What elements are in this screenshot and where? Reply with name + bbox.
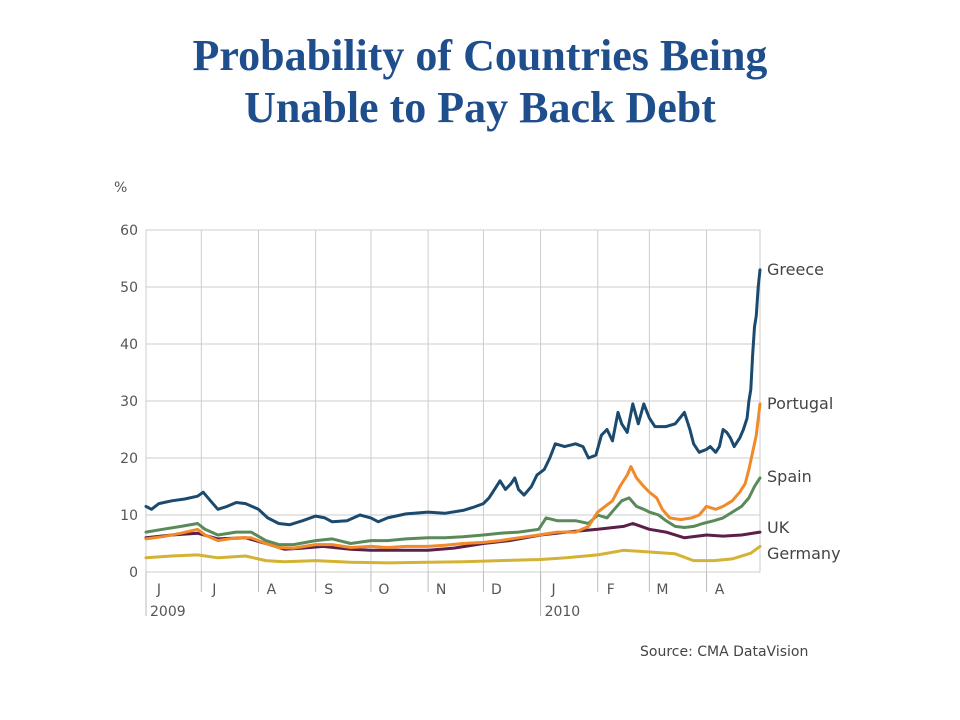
- y-tick-label: 10: [120, 508, 138, 524]
- y-tick-label: 30: [120, 394, 138, 410]
- series-line-spain: [144, 476, 762, 547]
- x-tick-label: S: [324, 582, 333, 598]
- x-tick-label: J: [551, 582, 556, 598]
- y-tick-label: 0: [129, 565, 138, 581]
- series-label-uk: UK: [767, 518, 790, 537]
- x-tick-label: A: [715, 582, 725, 598]
- y-tick-label: 60: [120, 223, 138, 239]
- x-tick-label: M: [656, 582, 668, 598]
- y-tick-label: 50: [120, 280, 138, 296]
- x-tick-label: O: [378, 582, 389, 598]
- series-line-greece: [144, 268, 762, 527]
- y-unit-label: %: [114, 180, 127, 196]
- x-year-label: 2010: [545, 604, 581, 620]
- x-year-label: 2009: [150, 604, 186, 620]
- x-tick-label: J: [211, 582, 216, 598]
- chart-title: Probability of Countries Being Unable to…: [0, 30, 960, 134]
- source-note: Source: CMA DataVision: [640, 644, 808, 660]
- series-label-spain: Spain: [767, 467, 812, 486]
- x-tick-label: A: [267, 582, 277, 598]
- series-label-germany: Germany: [767, 544, 841, 563]
- y-tick-label: 40: [120, 337, 138, 353]
- x-tick-label: N: [436, 582, 446, 598]
- x-tick-label: J: [156, 582, 161, 598]
- series-label-greece: Greece: [767, 260, 824, 279]
- chart-title-line-1: Probability of Countries Being: [192, 31, 768, 80]
- x-tick-label: D: [491, 582, 502, 598]
- y-tick-label: 20: [120, 451, 138, 467]
- x-tick-label: F: [607, 582, 615, 598]
- chart-title-line-2: Unable to Pay Back Debt: [244, 83, 716, 132]
- series-line-portugal: [144, 402, 762, 550]
- series-label-portugal: Portugal: [767, 394, 833, 413]
- series-line-germany: [144, 544, 762, 565]
